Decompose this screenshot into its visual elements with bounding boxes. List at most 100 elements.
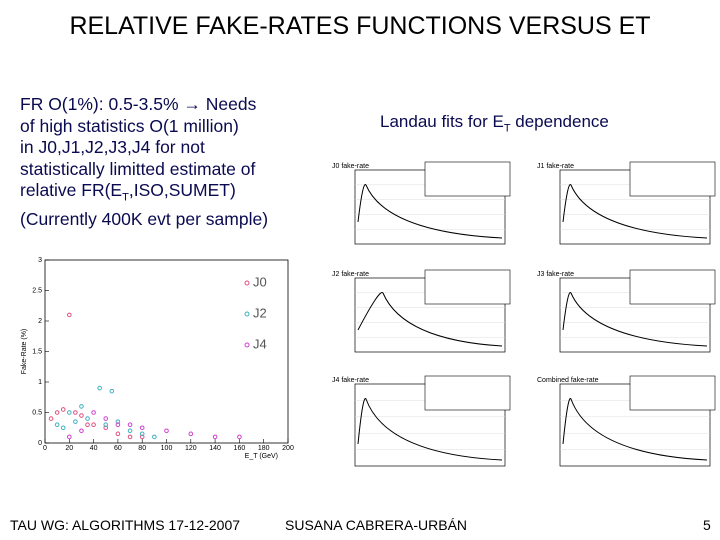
data-point [48, 416, 54, 421]
data-point [67, 434, 72, 440]
fit-title: J0 fake-rate [332, 163, 369, 170]
fit-curve [562, 291, 708, 347]
fit-curve [562, 183, 708, 239]
data-point [79, 413, 84, 418]
subscript: T [503, 122, 511, 135]
text-line: (Currently 400K evt per sample) [20, 209, 268, 231]
data-point [73, 410, 78, 415]
legend-marker [244, 280, 250, 286]
text-line: relative FR(ET,ISO,SUMET) [20, 180, 268, 209]
data-point [54, 422, 60, 428]
text-run: statistically limitted estimate of [20, 158, 256, 179]
data-point [91, 410, 96, 415]
fit-title: J1 fake-rate [537, 163, 574, 170]
fit-title: J4 fake-rate [332, 377, 369, 384]
data-point [91, 422, 96, 428]
x-tick-label: 40 [90, 445, 98, 452]
fit-curve [357, 291, 503, 347]
data-point [115, 422, 121, 428]
data-point [85, 422, 90, 428]
data-point [127, 434, 133, 440]
y-tick-label: 1.5 [32, 348, 42, 355]
text-run: Landau fits for E [380, 112, 504, 131]
data-point [115, 431, 121, 437]
data-point [60, 425, 66, 431]
text-run: in J0,J1,J2,J3,J4 for not [20, 137, 205, 157]
y-tick-label: 1 [38, 379, 42, 386]
x-tick-label: 140 [209, 445, 221, 452]
text-run: dependence [510, 112, 609, 131]
stats-box [629, 269, 716, 305]
data-point [127, 422, 133, 428]
fit-title: Combined fake-rate [537, 377, 599, 384]
text-line: FR O(1%): 0.5-3.5% → Needs [20, 94, 268, 116]
text-run: FR O(1%): 0.5-3.5% → Needs [20, 94, 257, 114]
fit-title: J2 fake-rate [332, 271, 369, 278]
data-point [54, 410, 60, 415]
y-tick-label: 3 [38, 257, 42, 264]
fit-curve [562, 398, 708, 461]
text-line: of high statistics O(1 million) [20, 116, 268, 138]
data-point [79, 428, 84, 434]
stats-box [629, 161, 716, 197]
slide-title: RELATIVE FAKE-RATES FUNCTIONS VERSUS ET [69, 12, 651, 40]
data-point [139, 434, 145, 440]
subscript: T [122, 191, 129, 204]
y-tick-label: 0 [38, 440, 42, 447]
fit-curve [357, 183, 503, 239]
data-point [97, 385, 102, 391]
data-point [103, 422, 109, 428]
stats-box [424, 375, 511, 411]
x-tick-label: 20 [65, 445, 73, 452]
data-point [60, 407, 66, 412]
text-run: ,ISO,SUMET) [128, 180, 236, 200]
data-point [103, 425, 109, 431]
data-point [164, 428, 169, 434]
text-run: of high statistics O(1 million) [20, 115, 239, 136]
y-axis-label: Fake-Rate (%) [21, 329, 28, 375]
x-tick-label: 60 [114, 445, 122, 452]
data-point [79, 404, 84, 409]
x-tick-label: 80 [138, 445, 146, 452]
data-point [109, 388, 115, 394]
data-point [85, 416, 90, 421]
y-tick-label: 2 [38, 318, 42, 325]
fit-title: J3 fake-rate [537, 271, 574, 278]
fit-curve [357, 398, 503, 461]
body-text: FR O(1%): 0.5-3.5% → Needs of high statis… [20, 94, 268, 231]
data-point [67, 312, 72, 318]
plots-heading: Landau fits for ET dependence [380, 112, 609, 134]
data-point [115, 419, 121, 424]
legend-label: J0 [253, 274, 267, 289]
data-point [152, 434, 157, 440]
text-run: relative FR(E [20, 180, 123, 200]
x-tick-label: 120 [185, 445, 197, 452]
x-tick-label: 0 [43, 445, 47, 452]
data-point [67, 410, 72, 415]
x-tick-label: 160 [234, 445, 246, 452]
y-tick-label: 2.5 [32, 287, 42, 294]
plot-frame [44, 259, 289, 444]
data-point [127, 428, 133, 434]
x-tick-label: 180 [258, 445, 270, 452]
y-tick-label: 0.5 [32, 409, 42, 416]
text-line: in J0,J1,J2,J3,J4 for not [20, 137, 268, 159]
stats-box [424, 269, 511, 305]
x-tick-label: 100 [161, 445, 173, 452]
data-point [188, 431, 194, 437]
footer-center: SUSANA CABRERA-URBÁN [285, 517, 468, 533]
data-point [237, 434, 242, 440]
legend-label: J4 [253, 336, 267, 351]
x-tick-label: 200 [282, 445, 294, 452]
data-point [139, 425, 145, 431]
footer-left: TAU WG: ALGORITHMS 17-12-2007 [10, 517, 241, 533]
legend-marker [244, 311, 250, 317]
data-point [103, 416, 109, 421]
text-line: statistically limitted estimate of [20, 159, 268, 181]
stats-box [424, 161, 511, 197]
data-point [73, 419, 78, 424]
text-run: (Currently 400K evt per sample) [20, 209, 269, 229]
data-point [212, 434, 218, 440]
